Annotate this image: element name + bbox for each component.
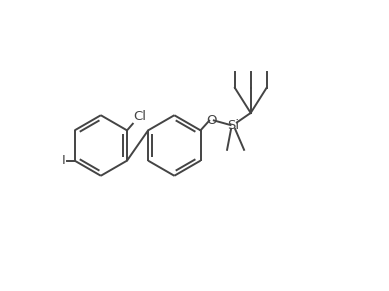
Text: O: O: [206, 114, 216, 127]
Text: Cl: Cl: [134, 110, 147, 123]
Text: I: I: [61, 154, 65, 167]
Text: Si: Si: [227, 119, 240, 132]
